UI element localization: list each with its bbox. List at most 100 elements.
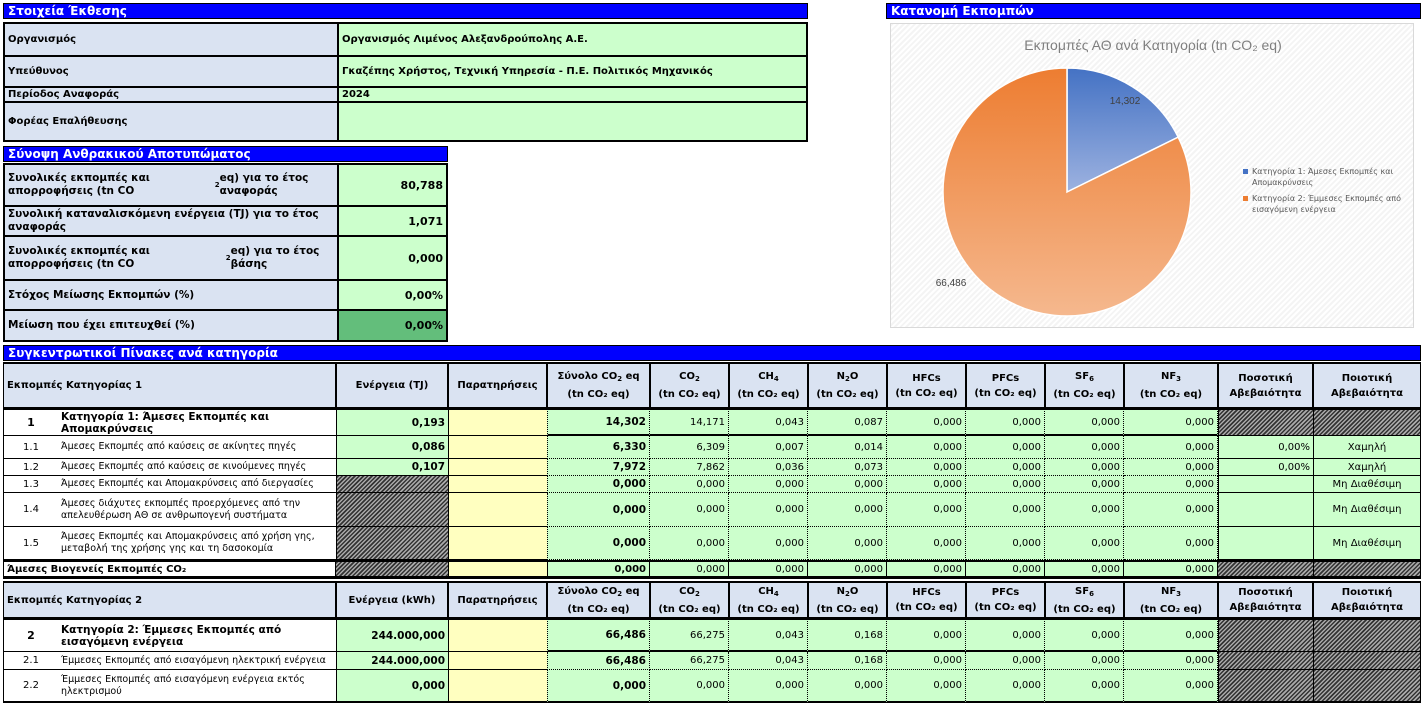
notes-cell[interactable] (448, 670, 547, 703)
summary-value[interactable]: 0,00% (339, 311, 446, 340)
gas-value: 0,000 (966, 459, 1045, 476)
energy-disabled-cell (336, 476, 448, 493)
legend-item-cat2[interactable]: Κατηγορία 2: Έμμεσες Εκπομπές από εισαγό… (1243, 193, 1413, 215)
quant-uncertainty-value[interactable] (1218, 527, 1313, 560)
gas-value: 0,000 (1124, 493, 1218, 527)
row-number: 1.2 (3, 459, 58, 476)
gas-value: 0,000 (808, 670, 887, 703)
gas-value: 0,000 (1045, 493, 1124, 527)
legend-item-cat1[interactable]: Κατηγορία 1: Άμεσες Εκπομπές και Απομακρ… (1243, 166, 1413, 188)
cat2-gas-header: N2O (tn CO₂ eq) (808, 581, 887, 618)
quant-uncertainty-disabled (1218, 560, 1313, 579)
gas-value: 0,000 (887, 560, 966, 579)
notes-cell[interactable] (448, 618, 547, 652)
summary-label: Συνολικές εκπομπές και απορροφήσεις (tn … (5, 165, 339, 207)
summary-value[interactable]: 0,000 (339, 237, 446, 281)
row-description: Άμεσες Εκπομπές και Απομακρύνσεις από χρ… (58, 527, 336, 560)
summary-label-text: Μείωση που έχει επιτευχθεί (%) (8, 319, 195, 331)
total-co2eq-value: 6,330 (547, 436, 650, 459)
emissions-pie-chart[interactable]: Εκπομπές ΑΘ ανά Κατηγορία (tn CO₂ eq) 14… (890, 23, 1414, 328)
cat2-gas-header: CH4 (tn CO₂ eq) (729, 581, 808, 618)
gas-value: 14,171 (650, 408, 729, 436)
total-co2eq-value: 14,302 (547, 408, 650, 436)
notes-cell[interactable] (448, 652, 547, 670)
total-co2eq-value: 0,000 (547, 670, 650, 703)
energy-value[interactable]: 0,000 (336, 670, 448, 703)
row-description: Κατηγορία 1: Άμεσες Εκπομπές και Απομακρ… (58, 408, 336, 436)
cat2-header-label: Εκπομπές Κατηγορίας 2 (3, 581, 336, 618)
energy-value[interactable]: 244.000,000 (336, 618, 448, 652)
gas-value: 0,000 (808, 527, 887, 560)
qual-uncertainty-value[interactable]: Χαμηλή (1313, 436, 1421, 459)
notes-cell[interactable] (448, 476, 547, 493)
qual-uncertainty-disabled (1313, 652, 1421, 670)
gas-value: 0,000 (887, 618, 966, 652)
gas-value: 0,000 (729, 493, 808, 527)
verifier-label: Φορέας Επαλήθευσης (5, 103, 339, 140)
gas-value: 0,000 (887, 436, 966, 459)
chart-title: Εκπομπές ΑΘ ανά Κατηγορία (tn CO₂ eq) (1024, 37, 1282, 53)
gas-value: 0,000 (1045, 560, 1124, 579)
pie-slice-category-2[interactable] (942, 67, 1192, 317)
row-description: Άμεσες Εκπομπές από καύσεις σε ακίνητες … (58, 436, 336, 459)
pie-slice-category-1[interactable] (1066, 67, 1180, 194)
gas-value: 0,000 (650, 670, 729, 703)
notes-cell[interactable] (448, 493, 547, 527)
summary-value[interactable]: 0,00% (339, 281, 446, 311)
gas-value: 0,000 (966, 436, 1045, 459)
gas-value: 0,043 (729, 652, 808, 670)
organization-value[interactable]: Οργανισμός Λιμένος Αλεξανδρούπολης Α.Ε. (339, 24, 806, 57)
cat2-qual-uncertainty-header: Ποιοτική Αβεβαιότητα (1313, 581, 1421, 618)
notes-cell[interactable] (448, 527, 547, 560)
cat1-gas-header: CH4 (tn CO₂ eq) (729, 362, 808, 408)
summary-label: Συνολικές εκπομπές και απορροφήσεις (tn … (5, 237, 339, 281)
gas-value: 0,000 (887, 527, 966, 560)
notes-cell[interactable] (448, 459, 547, 476)
gas-value: 0,000 (1045, 652, 1124, 670)
gas-value: 0,000 (729, 560, 808, 579)
qual-uncertainty-value[interactable]: Μη Διαθέσιμη (1313, 493, 1421, 527)
energy-value[interactable]: 0,193 (336, 408, 448, 436)
gas-value: 0,000 (1124, 670, 1218, 703)
gas-value: 0,000 (1045, 618, 1124, 652)
period-value[interactable]: 2024 (339, 88, 806, 103)
energy-value[interactable]: 0,107 (336, 459, 448, 476)
notes-cell[interactable] (448, 560, 547, 579)
pie-chart-svg: Εκπομπές ΑΘ ανά Κατηγορία (tn CO₂ eq) 14… (936, 37, 1282, 317)
quant-uncertainty-value[interactable]: 0,00% (1218, 459, 1313, 476)
energy-value[interactable]: 0,086 (336, 436, 448, 459)
period-label: Περίοδος Αναφοράς (5, 88, 339, 103)
quant-uncertainty-value[interactable] (1218, 493, 1313, 527)
summary-value[interactable]: 80,788 (339, 165, 446, 207)
gas-value: 0,000 (887, 670, 966, 703)
gas-value: 0,000 (1124, 652, 1218, 670)
verifier-value[interactable] (339, 103, 806, 140)
total-co2eq-value: 0,000 (547, 527, 650, 560)
legend-label: Κατηγορία 1: Άμεσες Εκπομπές και Απομακρ… (1252, 167, 1394, 187)
energy-disabled-cell (336, 493, 448, 527)
cat1-gas-header: HFCs (tn CO₂ eq) (887, 362, 966, 408)
gas-value: 0,000 (1124, 618, 1218, 652)
responsible-value[interactable]: Γκαζέπης Χρήστος, Τεχνική Υπηρεσία - Π.Ε… (339, 57, 806, 88)
summary-value[interactable]: 1,071 (339, 207, 446, 237)
gas-value: 0,000 (966, 493, 1045, 527)
qual-uncertainty-value[interactable]: Χαμηλή (1313, 459, 1421, 476)
qual-uncertainty-value[interactable]: Μη Διαθέσιμη (1313, 527, 1421, 560)
qual-uncertainty-disabled (1313, 618, 1421, 652)
notes-cell[interactable] (448, 436, 547, 459)
quant-uncertainty-value[interactable] (1218, 476, 1313, 493)
quant-uncertainty-disabled (1218, 652, 1313, 670)
cat1-gas-header: SF6 (tn CO₂ eq) (1045, 362, 1124, 408)
gas-value: 0,000 (887, 476, 966, 493)
quant-uncertainty-value[interactable]: 0,00% (1218, 436, 1313, 459)
cat1-gas-header: PFCs (tn CO₂ eq) (966, 362, 1045, 408)
gas-value: 66,275 (650, 652, 729, 670)
energy-value[interactable]: 244.000,000 (336, 652, 448, 670)
gas-value: 0,000 (729, 476, 808, 493)
summary-label-text: Συνολική καταναλισκόμενη ενέργεια (TJ) γ… (8, 208, 319, 233)
qual-uncertainty-value[interactable]: Μη Διαθέσιμη (1313, 476, 1421, 493)
notes-cell[interactable] (448, 408, 547, 436)
cat2-energy-header: Ενέργεια (kWh) (336, 581, 448, 618)
gas-value: 0,000 (650, 527, 729, 560)
gas-value: 0,000 (650, 493, 729, 527)
